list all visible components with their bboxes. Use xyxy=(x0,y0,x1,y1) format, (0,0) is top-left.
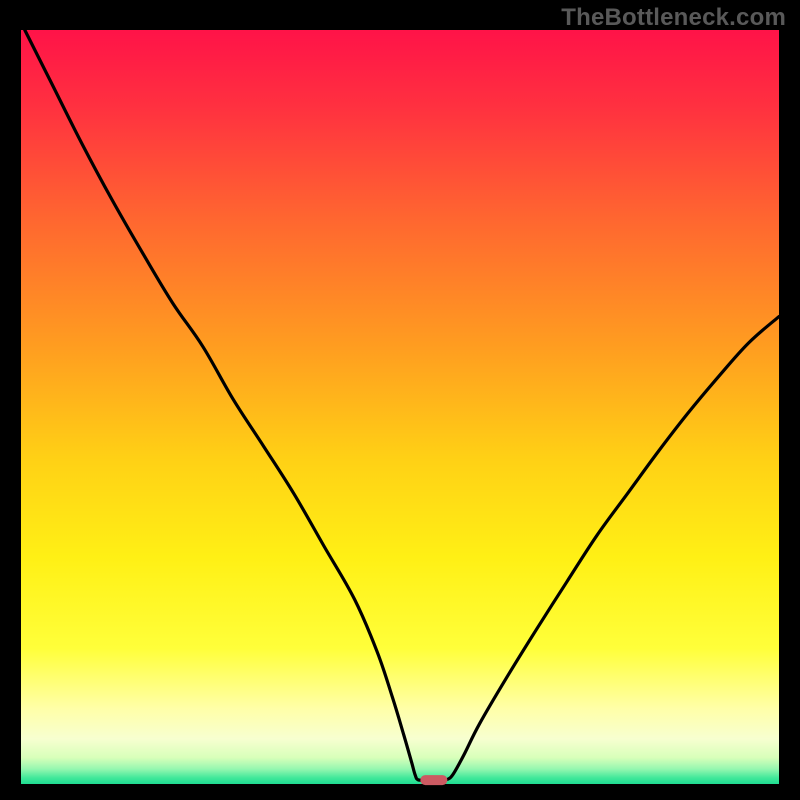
chart-canvas: TheBottleneck.com xyxy=(0,0,800,800)
bottleneck-curve xyxy=(25,30,779,780)
curve-layer xyxy=(21,30,779,784)
plot-area xyxy=(21,30,779,784)
watermark-text: TheBottleneck.com xyxy=(561,4,786,32)
minimum-marker xyxy=(420,775,447,785)
